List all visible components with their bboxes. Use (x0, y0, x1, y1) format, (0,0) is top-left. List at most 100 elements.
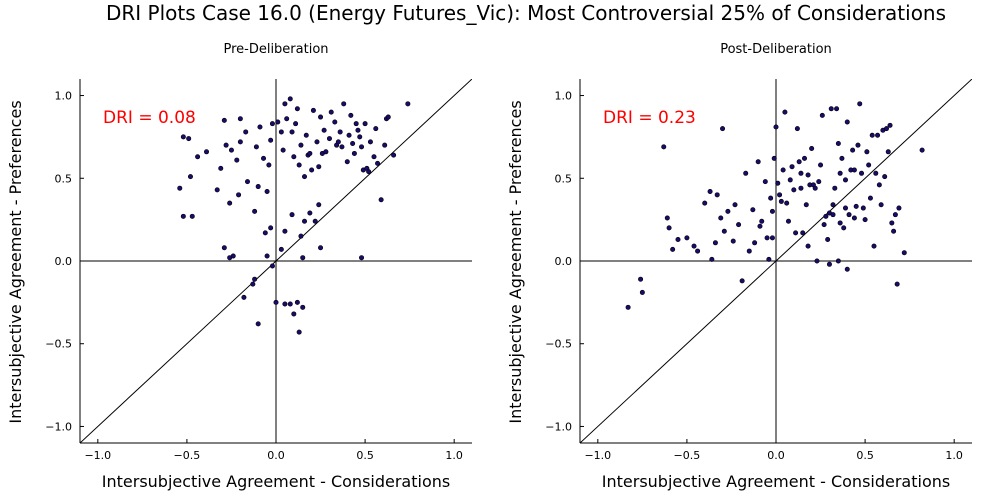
data-point (830, 202, 836, 208)
y-tick-label: −1.0 (45, 420, 72, 433)
data-point (359, 144, 365, 150)
y-tick-label: 1.0 (55, 90, 73, 103)
data-point (873, 170, 879, 176)
data-point (800, 230, 806, 236)
data-point (359, 255, 365, 261)
data-point (867, 195, 873, 201)
data-point (821, 222, 827, 228)
data-point (375, 160, 381, 166)
data-point (832, 185, 838, 191)
data-point (362, 121, 368, 127)
data-point (234, 157, 240, 163)
data-point (816, 179, 822, 185)
data-point (876, 182, 882, 188)
x-tick-label: −1.0 (84, 449, 111, 462)
diagonal-identity-line (80, 79, 472, 443)
x-tick-label: −0.5 (674, 449, 701, 462)
data-point (732, 202, 738, 208)
y-tick-label: 0.0 (55, 255, 73, 268)
data-point (901, 250, 907, 256)
data-point (269, 263, 275, 269)
data-point (769, 208, 775, 214)
data-point (204, 149, 210, 155)
data-point (834, 106, 840, 112)
data-point (294, 299, 300, 305)
data-point (730, 238, 736, 244)
data-point (252, 276, 258, 282)
data-point (318, 114, 324, 120)
data-point (853, 203, 859, 209)
data-point (720, 126, 726, 132)
data-point (228, 147, 234, 153)
figure-title: DRI Plots Case 16.0 (Energy Futures_Vic)… (106, 1, 946, 25)
y-axis-label: Intersubjective Agreement - Preferences (6, 100, 25, 423)
data-point (298, 142, 304, 148)
data-point (241, 294, 247, 300)
data-point (282, 228, 288, 234)
data-point (759, 218, 765, 224)
data-point (825, 236, 831, 242)
data-point (864, 149, 870, 155)
data-point (268, 225, 274, 231)
x-tick-label: 0.0 (267, 449, 285, 462)
data-point (718, 215, 724, 221)
data-point (702, 200, 708, 206)
data-point (802, 155, 808, 161)
data-point (300, 255, 306, 261)
data-point (293, 121, 299, 127)
reference-lines (80, 79, 472, 443)
data-point (773, 124, 779, 130)
data-point (828, 106, 834, 112)
y-tick-label: 1.0 (555, 90, 573, 103)
data-point (269, 121, 275, 127)
data-point (236, 192, 242, 198)
data-point (755, 159, 761, 165)
data-point (296, 162, 302, 168)
y-tick-label: 0.5 (555, 172, 573, 185)
data-point (214, 187, 220, 193)
x-tick-label: 1.0 (445, 449, 463, 462)
data-point (250, 281, 256, 287)
data-point (860, 205, 866, 211)
data-point (837, 220, 843, 226)
data-point (712, 240, 718, 246)
data-point (218, 165, 224, 171)
data-point (385, 114, 391, 120)
x-axis-label: Intersubjective Agreement - Consideratio… (602, 472, 950, 491)
data-point (289, 129, 295, 135)
data-point (666, 225, 672, 231)
data-point (280, 147, 286, 153)
data-point (261, 155, 267, 161)
data-point (830, 212, 836, 218)
data-point (275, 119, 281, 125)
data-point (793, 230, 799, 236)
data-point (812, 185, 818, 191)
data-point (805, 172, 811, 178)
data-point (859, 170, 865, 176)
diagonal-identity-line (580, 79, 972, 443)
data-point (353, 121, 359, 127)
data-point (244, 179, 250, 185)
data-point (371, 154, 377, 160)
data-point (625, 304, 631, 310)
data-point (243, 129, 249, 135)
data-point (302, 218, 308, 224)
data-point (294, 106, 300, 112)
data-point (780, 167, 786, 173)
data-point (675, 236, 681, 242)
chart-marks: −1.0 −0.5 0.0 0.5 1.0 −1.0 −0.5 0.0 0.5 1.0 (545, 79, 972, 462)
data-point (357, 134, 363, 140)
data-point (180, 134, 186, 140)
data-point (768, 195, 774, 201)
data-point (842, 177, 848, 183)
data-point (869, 132, 875, 138)
data-point (255, 184, 261, 190)
dri-annotation: DRI = 0.08 (103, 108, 196, 128)
data-point (321, 127, 327, 133)
data-point (752, 240, 758, 246)
data-point (823, 213, 829, 219)
data-point (855, 142, 861, 148)
data-point (809, 145, 815, 151)
reference-lines (580, 79, 972, 443)
